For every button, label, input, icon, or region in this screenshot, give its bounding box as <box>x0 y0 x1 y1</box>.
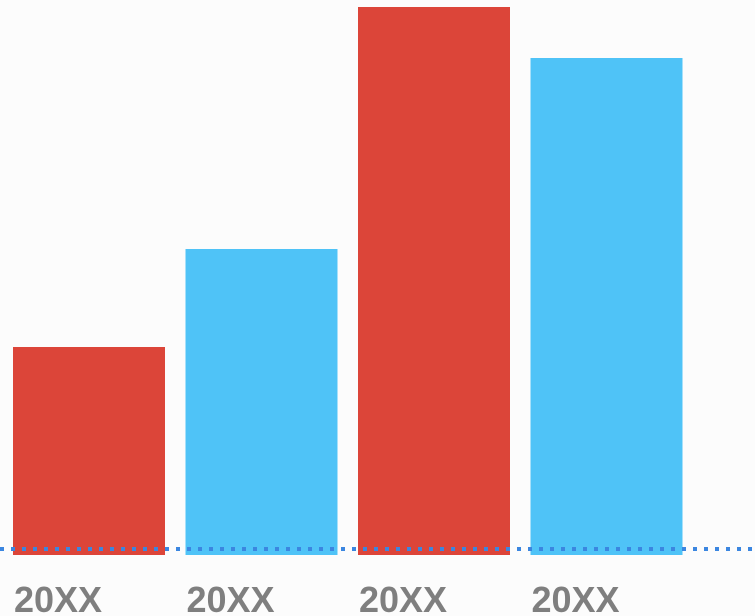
bar-2 <box>185 249 338 555</box>
x-tick-label-1: 20XX <box>14 579 102 616</box>
bars-group <box>13 7 683 555</box>
x-tick-label-4: 20XX <box>532 579 620 616</box>
bar-3 <box>358 7 510 555</box>
bar-4 <box>530 58 683 555</box>
bar-1 <box>13 347 165 555</box>
x-tick-label-2: 20XX <box>187 579 275 616</box>
x-tick-label-3: 20XX <box>359 579 447 616</box>
tick-labels-group: 20XX 20XX 20XX 20XX <box>14 579 620 616</box>
